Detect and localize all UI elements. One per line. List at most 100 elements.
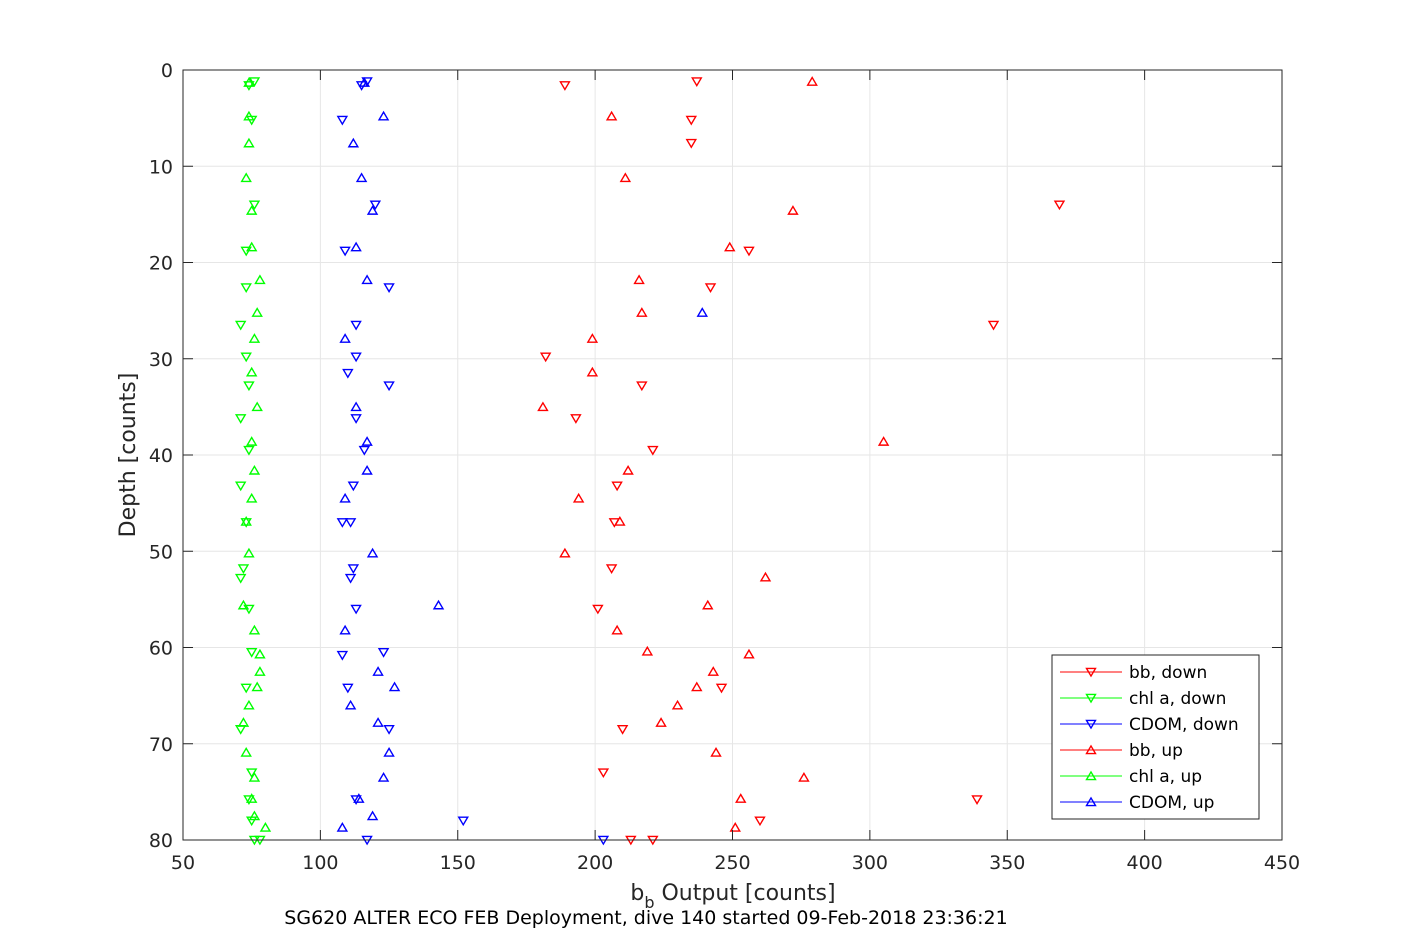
data-point bbox=[240, 352, 252, 363]
data-point bbox=[572, 492, 585, 503]
data-point bbox=[597, 768, 610, 779]
data-point bbox=[372, 717, 384, 727]
data-point bbox=[457, 816, 469, 827]
legend-marker bbox=[1085, 770, 1097, 781]
data-point bbox=[735, 793, 747, 803]
data-point bbox=[729, 822, 741, 832]
data-point bbox=[586, 366, 599, 377]
data-point bbox=[388, 681, 401, 692]
data-point bbox=[350, 320, 362, 331]
data-point bbox=[361, 436, 373, 446]
data-point bbox=[592, 604, 604, 615]
y-tick-label: 0 bbox=[161, 60, 173, 82]
data-point bbox=[1053, 200, 1066, 211]
data-point bbox=[702, 599, 714, 610]
data-point bbox=[248, 772, 261, 782]
data-point bbox=[369, 200, 382, 211]
legend-entry-label: bb, up bbox=[1129, 741, 1183, 761]
data-point bbox=[350, 795, 362, 806]
data-point bbox=[383, 725, 395, 735]
data-point bbox=[759, 571, 772, 582]
data-point bbox=[347, 137, 360, 148]
x-tick-label: 350 bbox=[989, 852, 1025, 874]
series-3 bbox=[537, 76, 890, 832]
data-point bbox=[539, 352, 552, 363]
y-tick-label: 20 bbox=[149, 253, 173, 275]
data-point bbox=[350, 352, 362, 363]
data-point bbox=[798, 772, 810, 782]
data-point bbox=[344, 699, 357, 710]
data-point bbox=[245, 492, 258, 503]
data-point bbox=[243, 445, 255, 456]
data-point bbox=[243, 110, 255, 121]
data-point bbox=[248, 333, 261, 343]
data-point bbox=[350, 241, 362, 252]
data-point bbox=[251, 307, 263, 317]
data-point bbox=[685, 115, 698, 126]
data-point bbox=[240, 515, 252, 526]
data-point bbox=[559, 81, 571, 91]
legend-marker bbox=[1085, 667, 1097, 678]
data-point bbox=[339, 492, 351, 503]
data-point bbox=[248, 624, 261, 635]
x-axis-label: bb Output [counts] bbox=[630, 881, 835, 912]
data-point bbox=[987, 320, 1000, 331]
series-5 bbox=[336, 77, 709, 832]
data-point bbox=[633, 274, 645, 285]
data-point bbox=[696, 307, 709, 317]
x-tick-label: 300 bbox=[852, 852, 888, 874]
data-point bbox=[234, 320, 247, 331]
data-point bbox=[240, 172, 252, 183]
x-axis-label-main: b bbox=[630, 881, 644, 906]
y-tick-label: 70 bbox=[149, 734, 173, 756]
data-point bbox=[240, 518, 252, 528]
data-point bbox=[237, 599, 250, 610]
data-point bbox=[877, 436, 890, 446]
legend-marker bbox=[1085, 796, 1097, 807]
y-tick-label: 60 bbox=[149, 638, 173, 660]
data-point bbox=[248, 464, 261, 475]
data-point bbox=[685, 138, 698, 149]
data-point bbox=[361, 274, 373, 285]
x-tick-label: 50 bbox=[171, 852, 195, 874]
legend-marker bbox=[1085, 719, 1097, 730]
data-point bbox=[691, 77, 703, 87]
y-tick-label: 50 bbox=[149, 541, 173, 563]
y-axis-label: Depth [counts] bbox=[116, 373, 141, 538]
data-point bbox=[251, 401, 263, 412]
data-point bbox=[605, 564, 618, 575]
data-point bbox=[355, 172, 368, 183]
x-tick-label: 200 bbox=[577, 852, 613, 874]
data-point bbox=[234, 573, 247, 584]
data-point bbox=[243, 699, 255, 710]
data-point bbox=[361, 464, 373, 475]
data-point bbox=[586, 333, 599, 343]
data-point bbox=[344, 518, 357, 528]
data-point bbox=[339, 333, 351, 343]
data-point bbox=[383, 283, 395, 293]
data-point bbox=[372, 666, 384, 676]
legend-entry-label: chl a, down bbox=[1129, 689, 1226, 709]
data-point bbox=[971, 795, 983, 806]
x-axis-label-rest: Output [counts] bbox=[655, 881, 836, 906]
data-point bbox=[254, 648, 266, 659]
legend-entry-label: CDOM, down bbox=[1129, 715, 1239, 735]
data-point bbox=[710, 746, 722, 757]
data-point bbox=[724, 241, 736, 252]
data-point bbox=[743, 246, 755, 257]
data-point bbox=[616, 725, 629, 735]
data-point bbox=[347, 564, 360, 575]
data-point bbox=[611, 624, 623, 635]
legend-entry-label: CDOM, up bbox=[1129, 793, 1214, 813]
data-point bbox=[377, 648, 390, 658]
data-point bbox=[234, 481, 247, 492]
data-point bbox=[614, 515, 626, 526]
data-point bbox=[243, 547, 255, 558]
data-point bbox=[336, 115, 349, 126]
data-point bbox=[641, 645, 654, 656]
data-point bbox=[715, 683, 728, 694]
data-point bbox=[245, 793, 258, 803]
x-tick-label: 250 bbox=[714, 852, 750, 874]
data-point bbox=[243, 381, 255, 392]
